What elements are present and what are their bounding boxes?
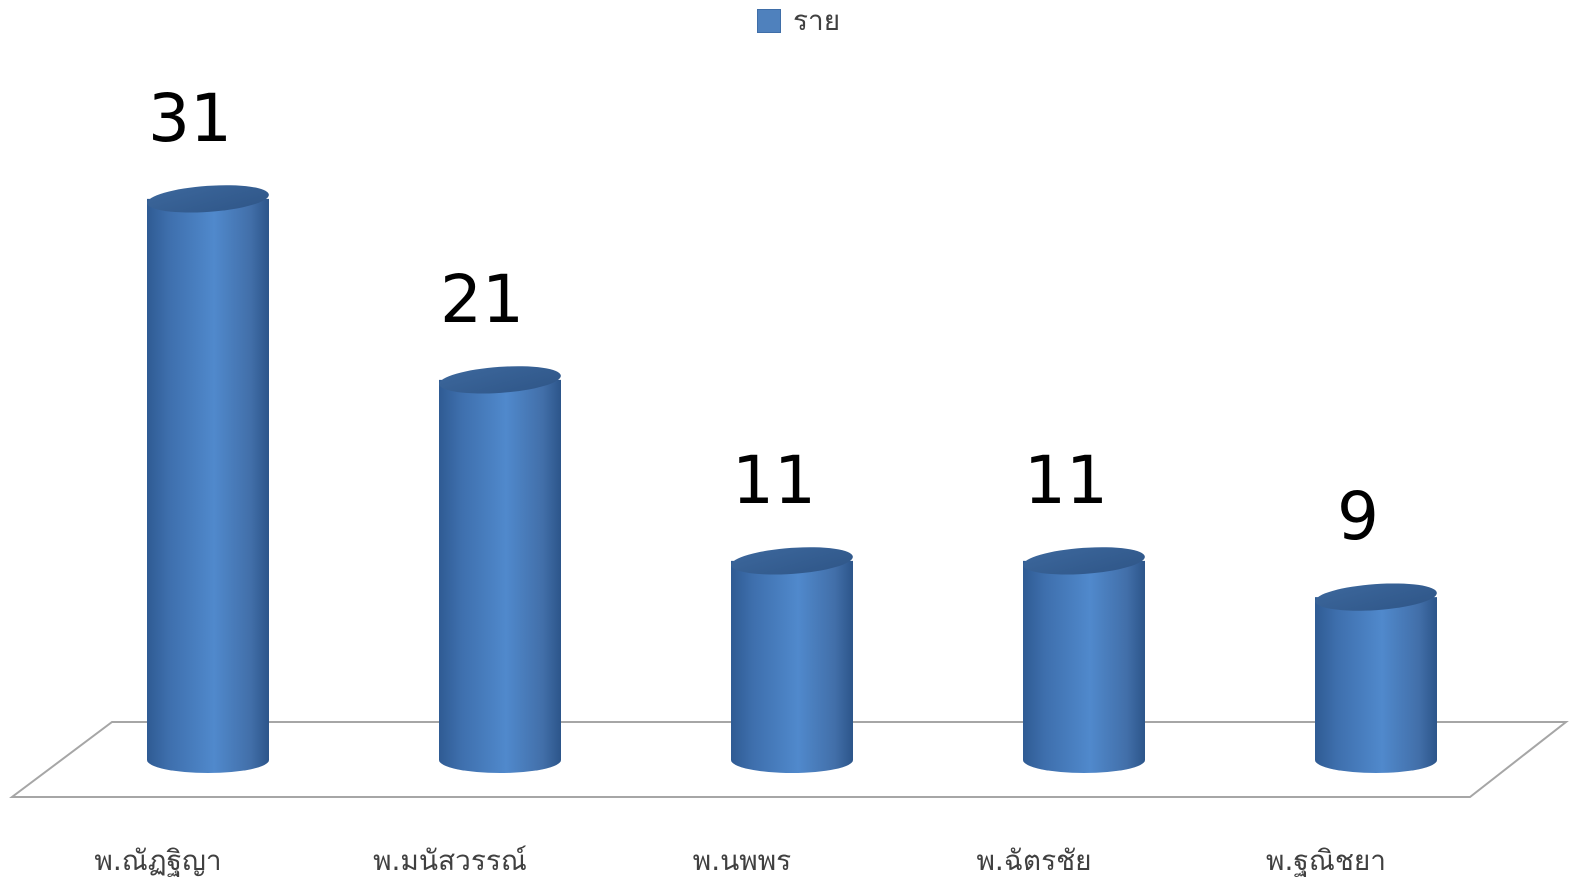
bar-body — [731, 560, 853, 773]
legend-label: ราย — [793, 4, 841, 37]
x-tick-label: พ.นพพร — [693, 844, 791, 877]
x-tick-label: พ.ฉัตรชัย — [976, 844, 1091, 877]
data-label: 9 — [1337, 478, 1379, 555]
bar-body — [147, 198, 269, 773]
bar-body — [1315, 597, 1437, 773]
bar-top — [731, 547, 853, 575]
legend: ราย — [757, 6, 840, 36]
bar-body — [439, 379, 561, 773]
bar-1 — [147, 185, 269, 773]
bar-top — [1023, 547, 1145, 575]
data-label: 11 — [1024, 442, 1108, 519]
x-tick-label: พ.ณัฏฐิญา — [94, 844, 221, 877]
bar-top — [1315, 583, 1437, 611]
legend-swatch — [757, 9, 781, 33]
bar-body — [1023, 560, 1145, 773]
data-label: 11 — [732, 442, 816, 519]
bar-2 — [439, 366, 561, 773]
bars-layer — [147, 185, 1437, 773]
data-label: 21 — [440, 261, 524, 338]
bar-3 — [731, 547, 853, 773]
bar-top — [147, 185, 269, 213]
bar-5 — [1315, 583, 1437, 773]
labels-layer: 31 พ.ณัฏฐิญา 21 พ.มนัสวรรณ์ 11 พ.นพพร 11 พ.ฉัตร… — [94, 80, 1386, 877]
bar-4 — [1023, 547, 1145, 773]
x-tick-label: พ.ฐณิชยา — [1266, 844, 1386, 877]
x-tick-label: พ.มนัสวรรณ์ — [373, 844, 527, 877]
data-label: 31 — [148, 80, 232, 157]
bar-top — [439, 366, 561, 394]
